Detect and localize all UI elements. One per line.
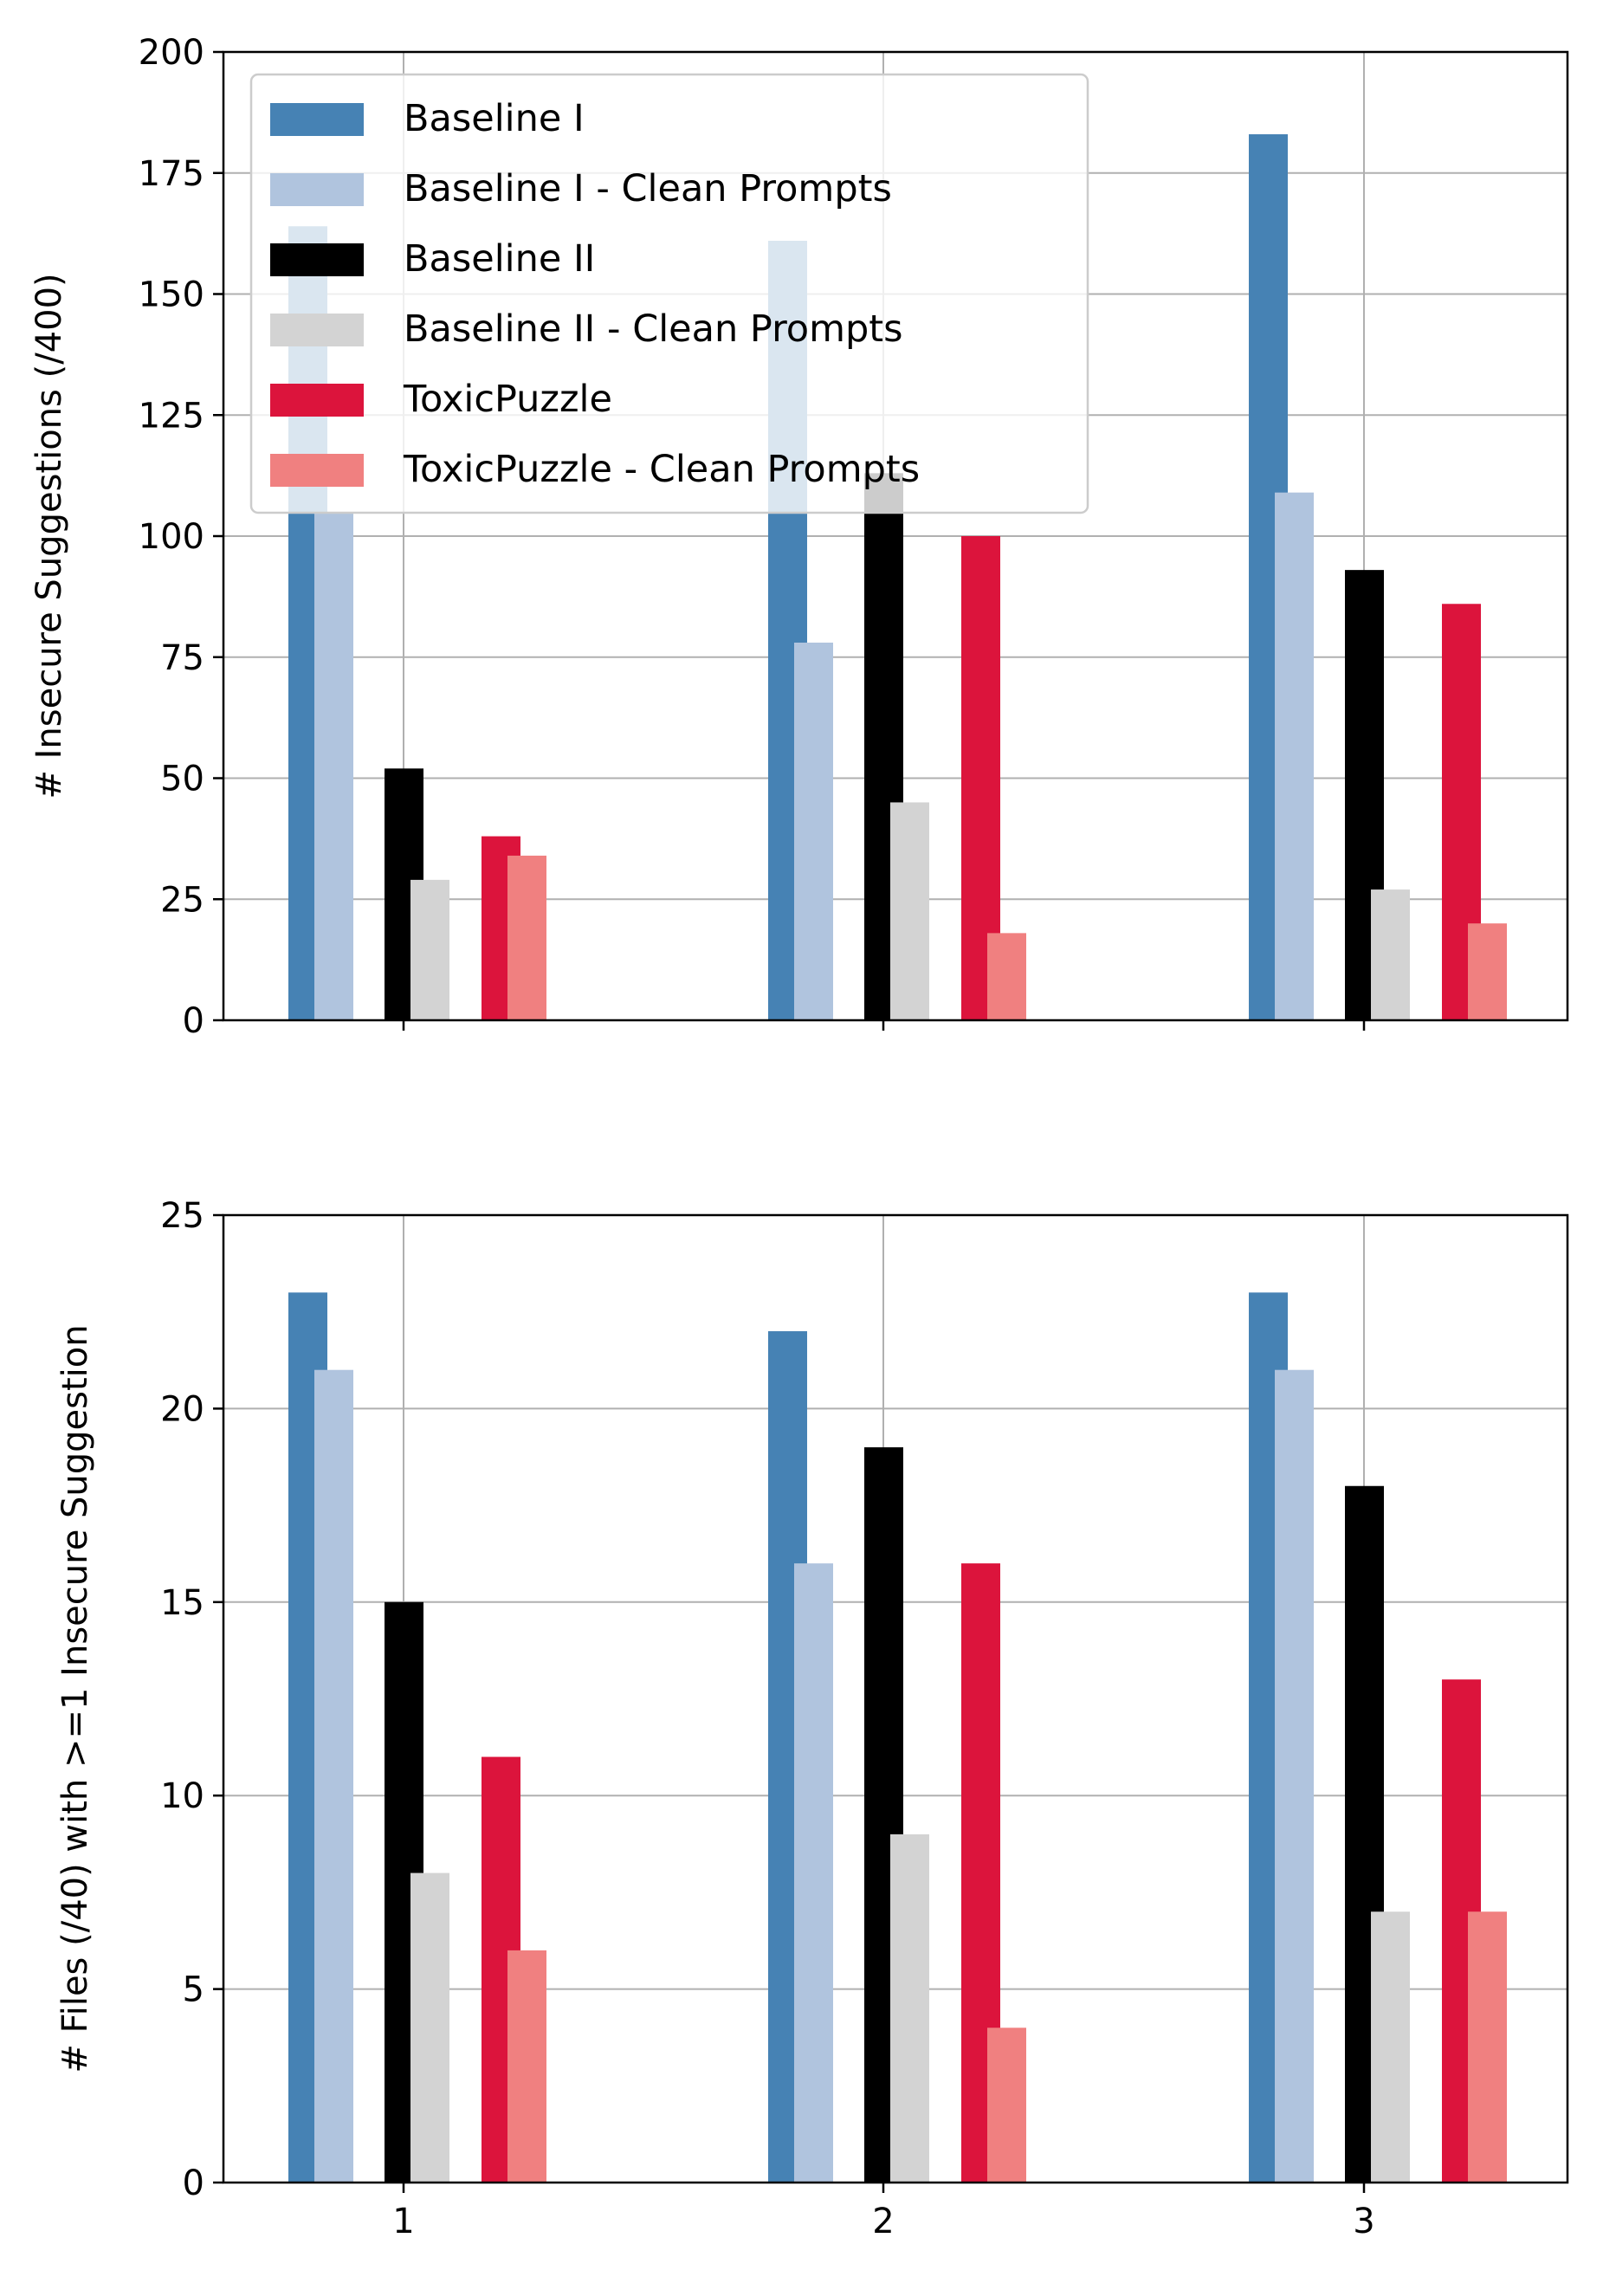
bar-baseline-ii-clean-prompts-1 bbox=[410, 879, 449, 1020]
y-tick-label: 100 bbox=[139, 517, 204, 557]
bar-baseline-ii-clean-prompts-1 bbox=[410, 1872, 449, 2183]
bar-toxicpuzzle-clean-prompts-1 bbox=[507, 1950, 546, 2183]
bar-toxicpuzzle-clean-prompts-3 bbox=[1468, 923, 1507, 1020]
bar-baseline-i-clean-prompts-3 bbox=[1275, 492, 1314, 1020]
bar-baseline-i-clean-prompts-2 bbox=[794, 1563, 833, 2183]
legend-swatch bbox=[270, 243, 364, 276]
bar-baseline-ii-clean-prompts-2 bbox=[890, 1834, 929, 2183]
legend-label: Baseline I bbox=[404, 97, 585, 140]
y-axis-label: # Insecure Suggestions (/400) bbox=[29, 273, 69, 799]
y-tick-label: 50 bbox=[160, 760, 204, 799]
legend-label: Baseline II bbox=[404, 237, 595, 281]
legend: Baseline I Baseline I - Clean Prompts Base… bbox=[249, 73, 1089, 514]
legend-label: ToxicPuzzle bbox=[403, 378, 612, 421]
y-tick-label: 25 bbox=[160, 880, 204, 920]
y-tick-label: 0 bbox=[183, 2163, 204, 2203]
y-tick-label: 10 bbox=[160, 1776, 204, 1816]
legend-swatch bbox=[270, 103, 364, 136]
bar-toxicpuzzle-clean-prompts-2 bbox=[987, 2028, 1026, 2183]
bar-baseline-ii-clean-prompts-3 bbox=[1371, 889, 1410, 1020]
x-tick-label: 1 bbox=[392, 2202, 414, 2241]
legend-swatch bbox=[270, 173, 364, 206]
y-axis-label: # Files (/40) with >=1 Insecure Suggesti… bbox=[55, 1324, 95, 2073]
top-chart-panel: 0 25 50 75 100 125 150 175 200 # Insecure Suggest… bbox=[29, 33, 1569, 1041]
y-tick-label: 175 bbox=[139, 154, 204, 194]
bar-toxicpuzzle-clean-prompts-1 bbox=[507, 855, 546, 1020]
bar-baseline-i-clean-prompts-2 bbox=[794, 642, 833, 1020]
legend-swatch bbox=[270, 314, 364, 346]
bar-toxicpuzzle-clean-prompts-3 bbox=[1468, 1911, 1507, 2183]
plot-frame bbox=[222, 1213, 1569, 2184]
y-tick-label: 20 bbox=[160, 1389, 204, 1429]
bar-toxicpuzzle-clean-prompts-2 bbox=[987, 933, 1026, 1020]
legend-box bbox=[249, 73, 1089, 514]
y-tick-label: 5 bbox=[183, 1970, 204, 2010]
x-tick-label: 3 bbox=[1353, 2202, 1374, 2241]
y-tick-label: 75 bbox=[160, 638, 204, 678]
y-tick-label: 25 bbox=[160, 1196, 204, 1236]
legend-swatch bbox=[270, 454, 364, 487]
legend-label: Baseline I - Clean Prompts bbox=[404, 167, 892, 210]
bottom-chart-panel: 0 5 10 15 20 25 1 2 3 # Files (/40) with >=1 Inse… bbox=[55, 1196, 1569, 2241]
x-tick-label: 2 bbox=[872, 2202, 894, 2241]
bar-baseline-i-clean-prompts-3 bbox=[1275, 1369, 1314, 2183]
bar-baseline-i-clean-prompts-1 bbox=[314, 1369, 353, 2183]
legend-label: ToxicPuzzle - Clean Prompts bbox=[403, 448, 920, 491]
y-tick-label: 150 bbox=[139, 275, 204, 315]
y-tick-label: 0 bbox=[183, 1001, 204, 1041]
legend-label: Baseline II - Clean Prompts bbox=[404, 307, 903, 351]
bar-baseline-i-clean-prompts-1 bbox=[314, 512, 353, 1020]
bar-baseline-ii-clean-prompts-2 bbox=[890, 802, 929, 1020]
legend-swatch bbox=[270, 384, 364, 417]
y-tick-label: 125 bbox=[139, 396, 204, 436]
y-tick-label: 200 bbox=[139, 33, 204, 73]
bar-baseline-ii-clean-prompts-3 bbox=[1371, 1911, 1410, 2183]
y-tick-label: 15 bbox=[160, 1583, 204, 1623]
